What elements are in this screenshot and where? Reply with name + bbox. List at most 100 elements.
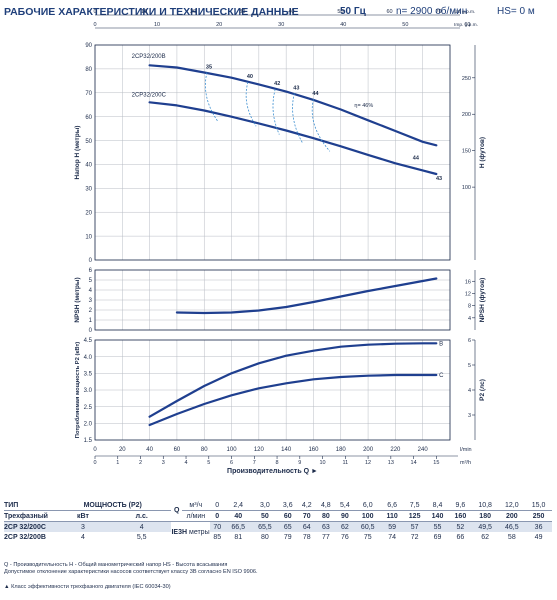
us-gpm-tick: 30 xyxy=(239,9,245,15)
imp-gpm-tick: 0 xyxy=(93,22,96,28)
y2-tick-label: 4 xyxy=(468,316,471,322)
q-m3h-cell: 4,2 xyxy=(297,500,317,511)
q-lmin-cell: 110 xyxy=(381,510,404,522)
us-gpm-tick: 50 xyxy=(337,9,343,15)
h-cell: 66 xyxy=(456,533,465,541)
technical-data-table: ТИП МОЩНОСТЬ (P2) Q м³/ч 0 2,4 3,0 3,6 4… xyxy=(4,500,552,542)
x-tick-m3h: 6 xyxy=(230,460,233,466)
unit-m3h: м³/ч xyxy=(181,500,210,511)
performance-chart: 0 10 20 30 40 50 60 70 US g.p.m.0 10 20 30 40 50 60Imp… xyxy=(74,9,486,475)
q-m3h-cell: 3,0 xyxy=(251,500,279,511)
series-label-200b: 2CP32/200B xyxy=(132,54,166,60)
efficiency-label: 43 xyxy=(436,176,442,182)
us-gpm-tick: 10 xyxy=(141,9,147,15)
y-tick-label: 3 xyxy=(89,298,93,304)
q-lmin-cell: 250 xyxy=(525,510,552,522)
h-cell: 49,5 xyxy=(471,521,499,532)
table-row: 2CP 32/200B 4 5,5 85 81 80 79 78 77 76 7… xyxy=(4,532,552,542)
imp-gpm-tick: 50 xyxy=(402,22,408,28)
notes: Q - Производительность H - Общий маномет… xyxy=(4,562,258,592)
q-lmin-cell: 180 xyxy=(471,510,499,522)
x-tick-lmin: 0 xyxy=(93,447,97,453)
hp-cell: 4 xyxy=(111,521,172,532)
h-cell: 52 xyxy=(448,521,472,532)
y-tick-label: 50 xyxy=(85,139,92,145)
y-tick-label: 90 xyxy=(85,43,92,49)
h-cell: 72 xyxy=(410,533,419,541)
y2-tick-label: 100 xyxy=(462,185,471,191)
q-lmin-cell: 160 xyxy=(448,510,472,522)
h-cell: 62 xyxy=(481,533,490,541)
imp-gpm-tick: 60 xyxy=(464,22,470,28)
q-m3h-cell: 3,6 xyxy=(278,500,298,511)
hp-header: л.с. xyxy=(111,510,172,522)
x-axis-label: Производительность Q ► xyxy=(227,468,318,475)
y-tick-label: 80 xyxy=(85,67,92,73)
h-unit-text: метры xyxy=(189,528,210,536)
notes-line-1: Q - Производительность H - Общий маномет… xyxy=(4,562,228,568)
x-tick-lmin: 240 xyxy=(418,447,429,453)
q-m3h-cell: 4,8 xyxy=(316,500,336,511)
h-cell: 81 xyxy=(234,533,243,541)
x-tick-m3h: 12 xyxy=(365,460,371,466)
y2-tick-label: 5 xyxy=(468,363,471,369)
unit-lmin: л/мин xyxy=(181,510,210,522)
ie-class-cell: IE3 xyxy=(171,521,182,542)
imp-gpm-tick: 20 xyxy=(216,22,222,28)
speed-label: n= 2900 об/мин xyxy=(396,6,468,17)
x-tick-lmin: 200 xyxy=(363,447,374,453)
h-cell: 79 xyxy=(283,533,292,541)
curve-c xyxy=(148,373,438,427)
q-lmin-cell: 0 xyxy=(209,510,225,522)
suction-height-label: HS= 0 м xyxy=(497,6,535,17)
type-header: ТИП xyxy=(4,500,54,511)
y-tick-label: 6 xyxy=(89,268,93,274)
q-lmin-cell: 60 xyxy=(278,510,298,522)
y-tick-label: 1.5 xyxy=(84,438,93,444)
kw-cell: 4 xyxy=(81,533,85,541)
y-tick-label: 4 xyxy=(89,288,93,294)
q-m3h-cell: 8,4 xyxy=(426,500,449,511)
x-tick-m3h: 15 xyxy=(433,460,439,466)
q-lmin-cell: 90 xyxy=(335,510,355,522)
h-cell: 36 xyxy=(525,521,552,532)
curve-2cp32200c xyxy=(148,101,438,176)
efficiency-line xyxy=(204,72,219,122)
y-tick-label: 4.0 xyxy=(84,355,93,361)
x-tick-m3h: 10 xyxy=(320,460,326,466)
curve-npsh xyxy=(175,277,438,315)
y2-tick-label: 150 xyxy=(462,149,471,155)
q-m3h-cell: 2,4 xyxy=(224,500,252,511)
notes-line-2: Допустимое отклонение характеристики нас… xyxy=(4,569,258,576)
q-m3h-cell: 9,6 xyxy=(448,500,472,511)
q-m3h-cell: 7,5 xyxy=(403,500,427,511)
curve-label-b: B xyxy=(439,341,443,347)
h-cell: 78 xyxy=(302,533,311,541)
y2-axis-label: NPSH (футов) xyxy=(479,278,486,323)
y2-tick-label: 4 xyxy=(468,388,471,394)
series-label-200c: 2CP32/200C xyxy=(132,92,167,98)
y2-tick-label: 12 xyxy=(465,291,471,297)
x-tick-lmin: 160 xyxy=(308,447,319,453)
y-tick-label: 2.0 xyxy=(84,422,93,428)
efficiency-line xyxy=(292,93,303,144)
x-tick-lmin: 20 xyxy=(119,447,126,453)
y-tick-label: 3.5 xyxy=(84,372,93,378)
q-lmin-cell: 140 xyxy=(426,510,449,522)
plot-frame xyxy=(94,269,451,331)
efficiency-label: 44 xyxy=(413,156,420,162)
efficiency-label-peak: η= 46% xyxy=(354,103,373,109)
y-tick-label: 70 xyxy=(85,91,92,97)
h-cell: 49 xyxy=(534,533,543,541)
y-axis-label: Напор H (метры) xyxy=(74,126,81,180)
three-phase-label: Трехфазный xyxy=(4,510,54,522)
q-lmin-cell: 50 xyxy=(251,510,279,522)
curve-label-c: C xyxy=(439,373,444,379)
h-cell: 80 xyxy=(260,533,269,541)
x-tick-m3h: 11 xyxy=(342,460,348,466)
q-m3h-cell: 5,4 xyxy=(335,500,355,511)
q-lmin-cell: 125 xyxy=(403,510,427,522)
x-tick-m3h: 4 xyxy=(184,460,187,466)
us-gpm-tick: 70 xyxy=(436,9,442,15)
h-cell: 77 xyxy=(321,533,330,541)
